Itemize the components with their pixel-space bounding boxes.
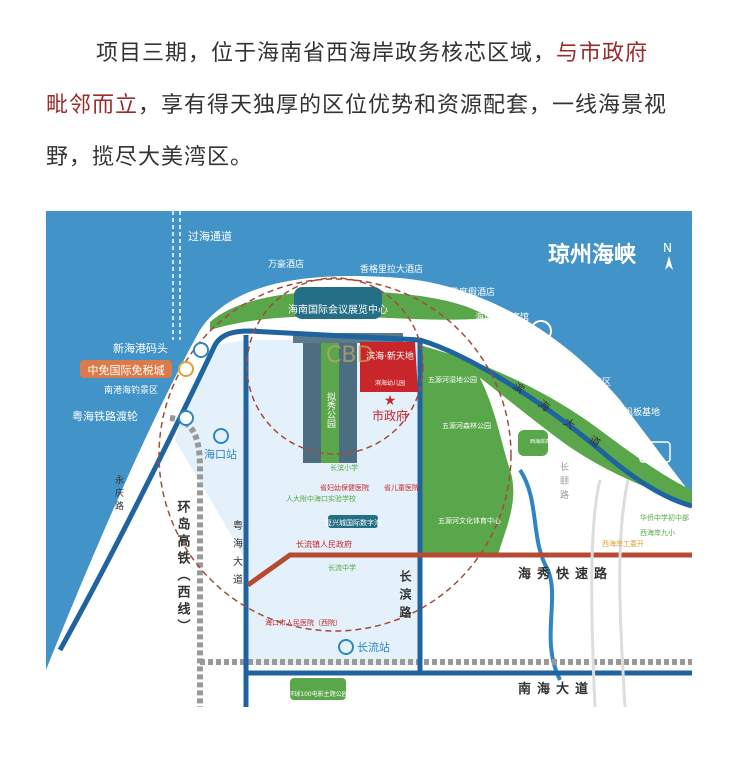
intro-paragraph: 项目三期，位于海南省西海岸政务核芯区域，与市政府 毗邻而立，享有得天独厚的区位优… bbox=[46, 28, 696, 184]
river bbox=[518, 468, 562, 681]
forest-label: 五源河森林公园 bbox=[442, 421, 491, 430]
ferry-label: 粤海铁路渡轮 bbox=[72, 409, 138, 423]
north-label: N bbox=[663, 241, 672, 255]
park-label: 拟秀公园 bbox=[325, 391, 336, 429]
intro-text: 项目三期，位于海南省西海岸政务核芯区域， bbox=[96, 41, 557, 66]
yacht-label: 贵族游艇会 bbox=[525, 360, 570, 372]
railway-label: 环岛高铁（西线） bbox=[175, 500, 192, 636]
kindergarten-label: 滨海幼儿园 bbox=[375, 379, 405, 387]
anchor-icon bbox=[178, 410, 194, 426]
train-station-icon bbox=[213, 428, 229, 444]
road-minor bbox=[590, 479, 602, 707]
school-label: 长滨小学 bbox=[330, 463, 358, 472]
edu-port-label: 复兴城国际数字港 bbox=[325, 518, 381, 527]
school-label: 西海岸九小 bbox=[640, 528, 675, 537]
pier-label: 新海港码头 bbox=[113, 341, 168, 355]
workshop-label: 西海岸工委开 bbox=[602, 539, 644, 548]
road-binhai bbox=[57, 328, 692, 652]
hospital-label: 海口市人民医院（西院） bbox=[265, 618, 342, 627]
hotel-label: 香格里拉大酒店 bbox=[360, 263, 423, 275]
edu-port-badge bbox=[328, 515, 378, 528]
road-haixiu-label: 海秀快速路 bbox=[518, 566, 613, 582]
road-yuehai-label: 粤海大道 bbox=[231, 519, 243, 592]
cityhall-star-icon: ★ bbox=[384, 393, 397, 409]
intro-highlight: 与市政府 bbox=[556, 41, 649, 66]
film-park-badge bbox=[290, 678, 346, 700]
north-arrow-icon bbox=[665, 256, 673, 270]
haikou-station-label: 海口站 bbox=[204, 447, 237, 461]
cbd-block bbox=[303, 343, 321, 463]
radius-circle-small bbox=[246, 277, 424, 455]
intro-highlight: 毗邻而立 bbox=[46, 93, 139, 118]
hotel-label: 喜来登度假酒店 bbox=[432, 286, 495, 298]
wetland-label: 五源河湿地公园 bbox=[428, 375, 477, 384]
park-strip bbox=[321, 343, 339, 463]
school-label: 人大附中海口实验学校 bbox=[286, 494, 356, 503]
train-station-icon bbox=[338, 639, 354, 655]
guesthouse-icon bbox=[530, 320, 552, 342]
dutyfree-badge bbox=[80, 360, 172, 378]
intro-line-3: 野，揽尽大美湾区。 bbox=[46, 145, 254, 170]
hotel-label: 万豪酒店 bbox=[268, 258, 304, 270]
cbd-block bbox=[339, 343, 357, 463]
film-park-label: 环球100电影主题公园 bbox=[288, 690, 347, 698]
project-block bbox=[360, 342, 418, 392]
road-changbin-label: 长滨路 bbox=[398, 569, 412, 624]
anchor-icon bbox=[193, 342, 209, 358]
road-changyi-label: 长颐路 bbox=[558, 461, 569, 504]
golf-area bbox=[518, 430, 548, 456]
dutyfree-label: 中免国际免税城 bbox=[88, 363, 165, 377]
convention-label: 海南国际会议展览中心 bbox=[288, 303, 388, 316]
road-minor bbox=[618, 479, 630, 707]
shopping-icon bbox=[178, 361, 194, 377]
intro-line-1: 项目三期，位于海南省西海岸政务核芯区域，与市政府 bbox=[46, 28, 696, 80]
green-park-area bbox=[420, 345, 514, 555]
sailing-label: 国家帆船帆板基地 bbox=[588, 406, 660, 418]
town-gov-label: 长流镇人民政府 bbox=[296, 539, 352, 549]
school-label: 长流中学 bbox=[328, 563, 356, 572]
road-nanhai-label: 南海大道 bbox=[518, 681, 594, 697]
sports-label: 五源河文化体育中心 bbox=[438, 516, 501, 525]
sailing-icon bbox=[639, 441, 671, 463]
strait-label: 琼州海峡 bbox=[548, 242, 637, 268]
railway-line bbox=[169, 415, 203, 707]
school-label: 华侨中学初中部 bbox=[640, 513, 689, 522]
tunnel-label: 过海通道 bbox=[188, 229, 232, 243]
intro-line-2: 毗邻而立，享有得天独厚的区位优势和资源配套，一线海景视 bbox=[46, 80, 696, 132]
cityhall-label: 市政府 bbox=[372, 408, 408, 423]
golf-label: 西海岸高尔夫 bbox=[530, 438, 560, 445]
project-label: 滨海·新天地 bbox=[366, 350, 414, 362]
hospital-label: 省妇幼保健医院 bbox=[320, 483, 369, 492]
radius-circle-large bbox=[158, 278, 512, 632]
intro-text: ，享有得天独厚的区位优势和资源配套，一线海景视 bbox=[138, 93, 668, 118]
road-haixiu bbox=[246, 552, 692, 588]
beach-label: 假日海滩旅游区 bbox=[548, 376, 611, 388]
hospital-label: 省儿童医院 bbox=[384, 483, 419, 492]
changliu-station-label: 长流站 bbox=[357, 640, 390, 654]
convention-badge bbox=[294, 287, 382, 319]
road-yongqing-label: 永庆路 bbox=[113, 474, 124, 514]
cbd-label: CBD bbox=[326, 343, 373, 368]
guesthouse-label: 海南新国宾馆 bbox=[475, 311, 529, 323]
fishing-label: 南港海钓景区 bbox=[104, 384, 158, 396]
